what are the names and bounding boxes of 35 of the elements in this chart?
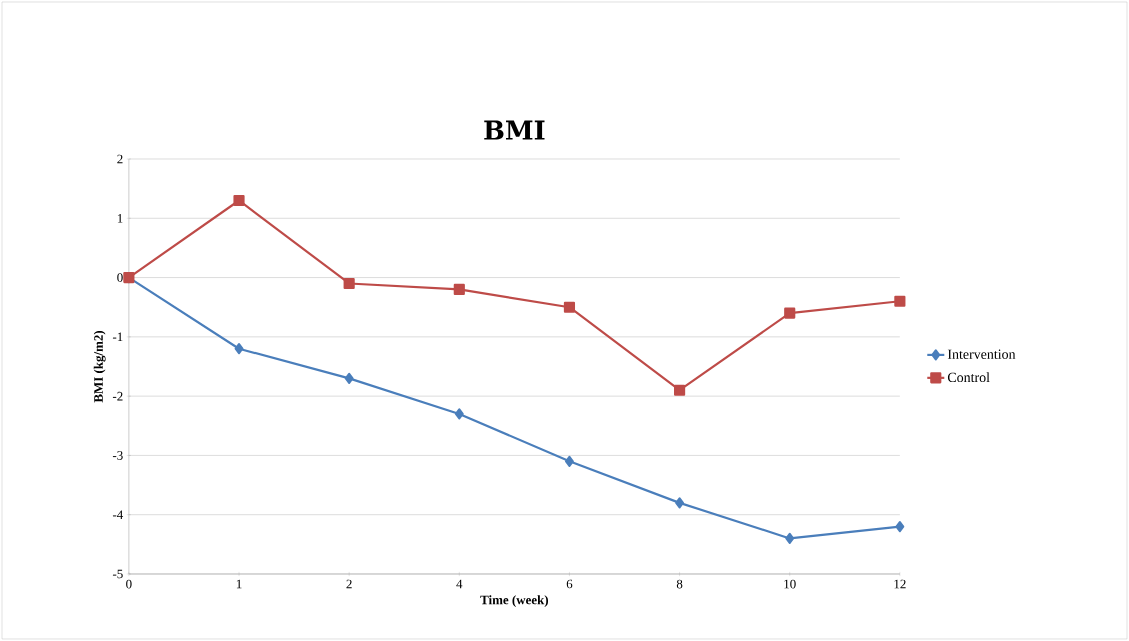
point — [344, 372, 354, 384]
legend-label: Intervention — [947, 349, 1016, 359]
point — [234, 343, 244, 355]
x-tick-label: 6 — [566, 579, 573, 589]
point — [895, 520, 905, 533]
x-tick-label: 4 — [456, 579, 463, 589]
x-tick-label: 2 — [346, 579, 352, 589]
x-axis-title: Time (week) — [480, 595, 549, 607]
chart-title: BMI — [484, 120, 545, 140]
point — [894, 295, 906, 307]
point — [674, 384, 686, 396]
x-tick-label: 8 — [676, 579, 683, 589]
y-tick-label: -1 — [112, 332, 123, 342]
y-tick-label: -2 — [112, 391, 123, 401]
point — [785, 532, 795, 545]
point — [784, 307, 796, 319]
x-tick-label: 10 — [784, 579, 796, 589]
point — [454, 408, 464, 420]
point — [675, 497, 685, 509]
y-tick-label: 0 — [117, 273, 123, 282]
y-axis-title: BMI (kg/m2) — [93, 330, 106, 403]
y-tick-label: -4 — [112, 510, 124, 519]
y-tick-label: 1 — [117, 214, 123, 223]
point — [453, 283, 465, 295]
point — [343, 277, 355, 290]
y-tick-label: 2 — [117, 154, 123, 164]
y-tick-label: -3 — [112, 451, 123, 460]
legend-label: Control — [947, 372, 990, 383]
x-tick-label: 12 — [894, 579, 906, 589]
point — [564, 455, 574, 467]
point — [233, 194, 245, 207]
y-tick-label: -5 — [112, 569, 123, 579]
point — [563, 301, 576, 313]
x-tick-label: 0 — [126, 579, 132, 589]
x-tick-label: 1 — [236, 579, 242, 589]
